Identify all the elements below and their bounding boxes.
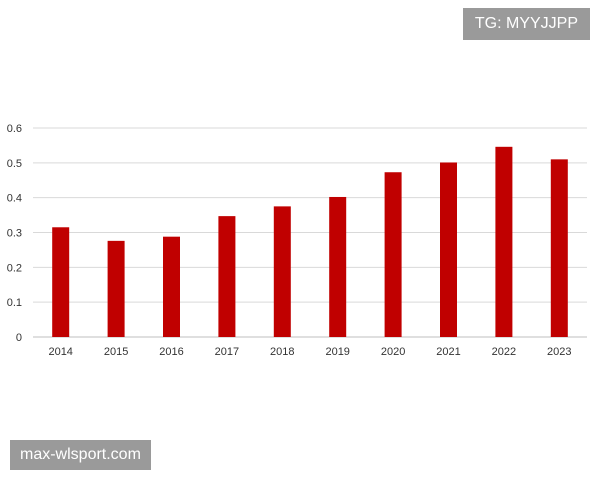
y-axis-tick-labels: 0 0.1 0.2 0.3 0.4 0.5 0.6 bbox=[7, 123, 22, 344]
x-tick-label: 2018 bbox=[270, 346, 294, 358]
bar-2022 bbox=[495, 146, 513, 337]
watermark-bottom-left: max-wlsport.com bbox=[10, 440, 151, 470]
y-tick-label: 0 bbox=[16, 332, 22, 344]
bars bbox=[52, 146, 568, 337]
bar-2020 bbox=[384, 172, 402, 337]
bar-2019 bbox=[329, 196, 347, 337]
y-tick-label: 0.3 bbox=[7, 228, 22, 240]
x-tick-label: 2022 bbox=[492, 346, 516, 358]
y-tick-label: 0.1 bbox=[7, 297, 22, 309]
x-tick-label: 2023 bbox=[547, 346, 571, 358]
y-tick-label: 0.2 bbox=[7, 262, 22, 274]
x-tick-label: 2017 bbox=[215, 346, 239, 358]
x-tick-label: 2016 bbox=[159, 346, 183, 358]
x-tick-label: 2020 bbox=[381, 346, 405, 358]
bar-2023 bbox=[550, 159, 568, 337]
bar-2016 bbox=[163, 236, 180, 337]
bar-2014 bbox=[52, 227, 70, 337]
x-tick-label: 2015 bbox=[104, 346, 128, 358]
x-tick-label: 2014 bbox=[48, 346, 72, 358]
grid-lines bbox=[33, 127, 587, 338]
bar-2018 bbox=[273, 206, 291, 337]
bar-2021 bbox=[440, 162, 457, 337]
y-tick-label: 0.6 bbox=[7, 123, 22, 135]
watermark-top-right: TG: MYYJJPP bbox=[462, 8, 590, 40]
y-tick-label: 0.5 bbox=[7, 158, 22, 170]
x-axis-tick-labels: 2014 2015 2016 2017 2018 2019 2020 2021 2022 2023 bbox=[48, 346, 571, 358]
y-tick-label: 0.4 bbox=[7, 193, 22, 205]
x-tick-label: 2019 bbox=[325, 346, 349, 358]
bar-2015 bbox=[107, 240, 125, 337]
x-tick-label: 2021 bbox=[436, 346, 460, 358]
bar-2017 bbox=[218, 216, 236, 337]
